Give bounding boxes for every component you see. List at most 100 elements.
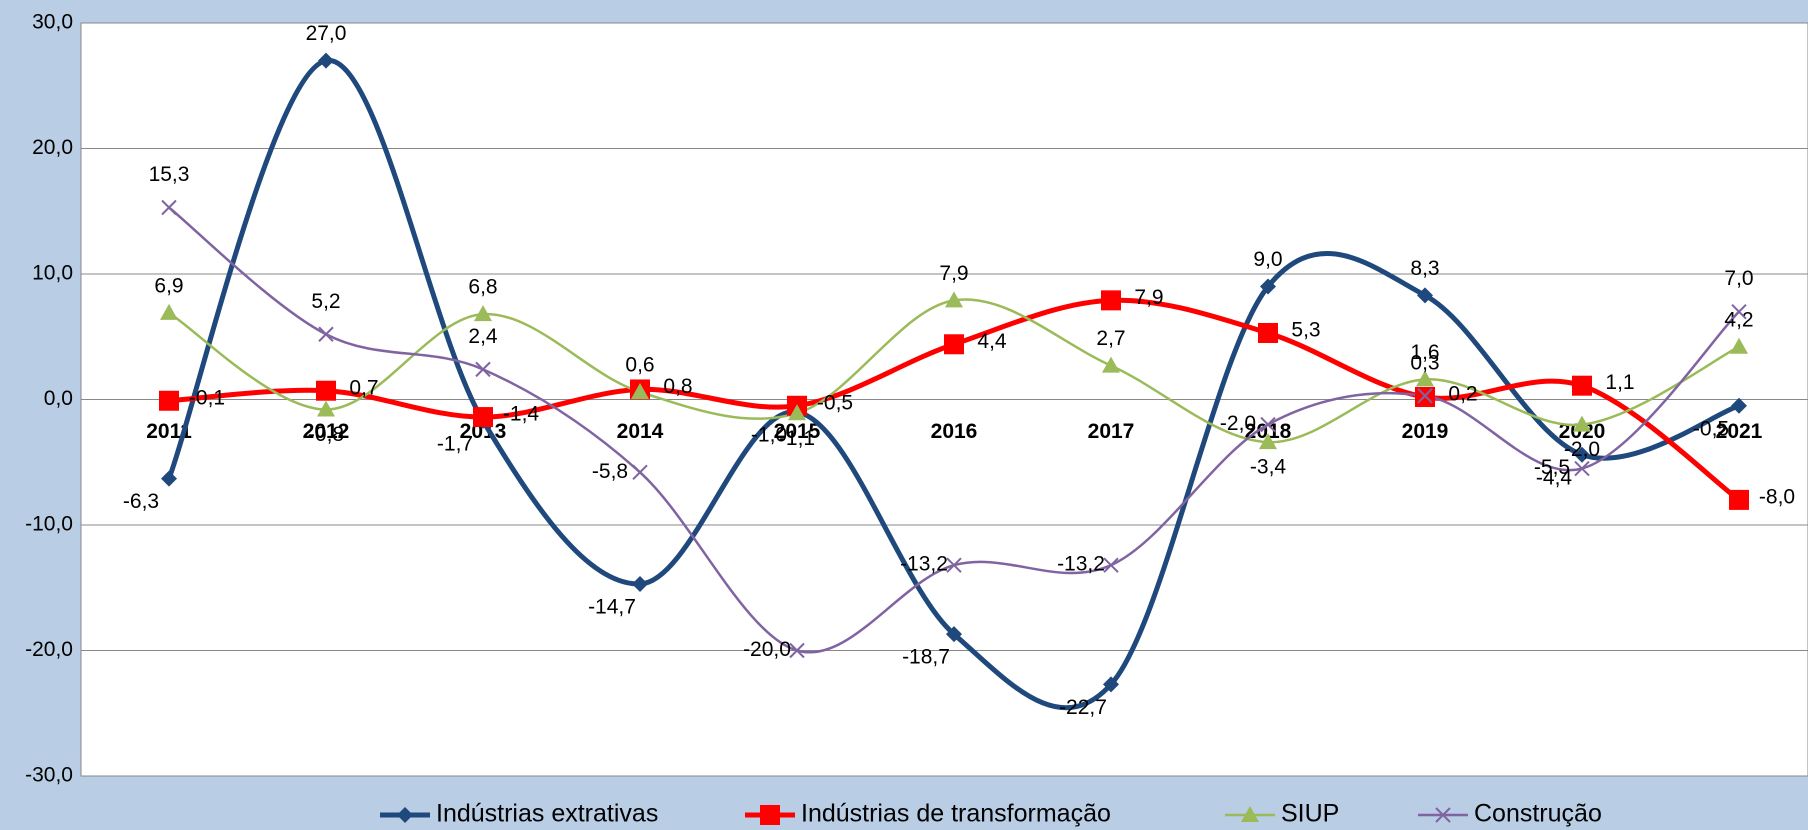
marker [1573, 415, 1591, 432]
marker [946, 626, 962, 643]
y-tick-label: -30,0 [25, 764, 73, 787]
data-label: 1,1 [1605, 371, 1634, 394]
legend-marker [760, 805, 780, 825]
data-label: -8,0 [1759, 485, 1795, 508]
data-label: -4,4 [1536, 466, 1573, 489]
legend-label: Indústrias de transformação [801, 800, 1111, 828]
x-tick-label: 2015 [774, 420, 821, 443]
data-label: 4,4 [977, 330, 1007, 353]
marker [1417, 388, 1433, 404]
data-label: 27,0 [306, 22, 347, 45]
marker [1416, 370, 1434, 387]
marker [946, 557, 962, 573]
y-tick-label: 10,0 [32, 262, 73, 285]
data-label: -1,7 [437, 432, 473, 455]
marker [1574, 446, 1590, 463]
data-label: -0,8 [308, 423, 344, 446]
data-label: 7,9 [1134, 286, 1163, 309]
data-label: -18,7 [902, 646, 950, 669]
marker [475, 361, 491, 378]
y-tick-label: -10,0 [25, 513, 73, 536]
x-tick-label: 2014 [617, 420, 664, 443]
data-label: 8,3 [1410, 257, 1439, 280]
data-label: -0,5 [1693, 417, 1729, 440]
data-label: -13,2 [900, 553, 948, 576]
marker [631, 382, 649, 399]
marker [316, 380, 336, 401]
data-label: 2,4 [468, 325, 498, 348]
data-label: -22,7 [1059, 696, 1107, 719]
marker [474, 305, 492, 322]
marker [788, 404, 806, 421]
data-label: 7,0 [1724, 267, 1753, 290]
legend-label: SIUP [1281, 800, 1339, 828]
data-label: -20,0 [743, 638, 791, 661]
legend-marker [397, 807, 413, 823]
x-tick-label: 2019 [1402, 420, 1449, 443]
marker [1103, 557, 1119, 573]
marker [944, 334, 964, 355]
data-label: -1,4 [503, 403, 540, 426]
marker [1731, 303, 1747, 320]
marker [318, 52, 334, 69]
marker [317, 400, 335, 417]
data-label: -2,0 [1564, 438, 1600, 461]
legend-label: Indústrias extrativas [436, 800, 658, 828]
marker [1102, 356, 1120, 373]
data-label: 0,2 [1448, 383, 1477, 406]
marker [632, 575, 648, 592]
marker [161, 199, 177, 216]
marker [789, 642, 805, 659]
x-tick-label: 2017 [1088, 420, 1135, 443]
data-label: 0,6 [625, 354, 654, 377]
data-label: 9,0 [1253, 248, 1282, 271]
y-tick-label: 0,0 [44, 387, 73, 410]
data-label: 0,7 [349, 376, 378, 399]
x-tick-label: 2012 [303, 420, 350, 443]
data-label: 7,9 [939, 262, 968, 285]
y-tick-label: -20,0 [25, 638, 73, 661]
marker [1417, 287, 1433, 304]
marker [1103, 676, 1119, 693]
legend-marker [1241, 806, 1259, 822]
marker [161, 470, 177, 487]
data-label: -2,0 [1220, 412, 1256, 435]
marker [1101, 290, 1121, 311]
marker [1729, 489, 1749, 510]
legend-marker [1435, 807, 1451, 823]
data-label: -1,0 [751, 424, 787, 447]
data-label: 5,2 [311, 290, 340, 313]
data-label: -0,1 [189, 386, 225, 409]
marker [159, 390, 179, 411]
marker [160, 303, 178, 320]
data-label: -14,7 [588, 596, 636, 619]
data-label: -13,2 [1057, 553, 1105, 576]
data-label: -6,3 [123, 490, 159, 513]
data-label: 1,6 [1410, 341, 1439, 364]
y-tick-label: 30,0 [32, 11, 73, 34]
data-label: -5,5 [1534, 456, 1570, 479]
x-tick-label: 2018 [1245, 420, 1292, 443]
marker [1730, 337, 1748, 354]
legend-label: Construção [1474, 800, 1602, 828]
data-label: 6,9 [154, 274, 183, 297]
data-label: -5,8 [592, 460, 628, 483]
x-tick-label: 2016 [931, 420, 978, 443]
data-label: -1,1 [779, 427, 815, 450]
data-label: 5,3 [1291, 319, 1320, 342]
marker [318, 326, 334, 342]
marker [945, 291, 963, 308]
marker [1572, 375, 1592, 396]
data-label: 0,3 [1410, 351, 1439, 374]
data-label: 4,2 [1724, 308, 1753, 331]
y-tick-label: 20,0 [32, 136, 73, 159]
data-label: 0,8 [663, 375, 692, 398]
marker [1574, 460, 1590, 477]
data-label: 6,8 [468, 276, 497, 299]
data-label: 15,3 [149, 163, 190, 186]
marker [473, 407, 493, 428]
marker [1731, 397, 1747, 414]
x-tick-label: 2021 [1716, 420, 1763, 443]
data-label: -3,4 [1250, 456, 1287, 479]
